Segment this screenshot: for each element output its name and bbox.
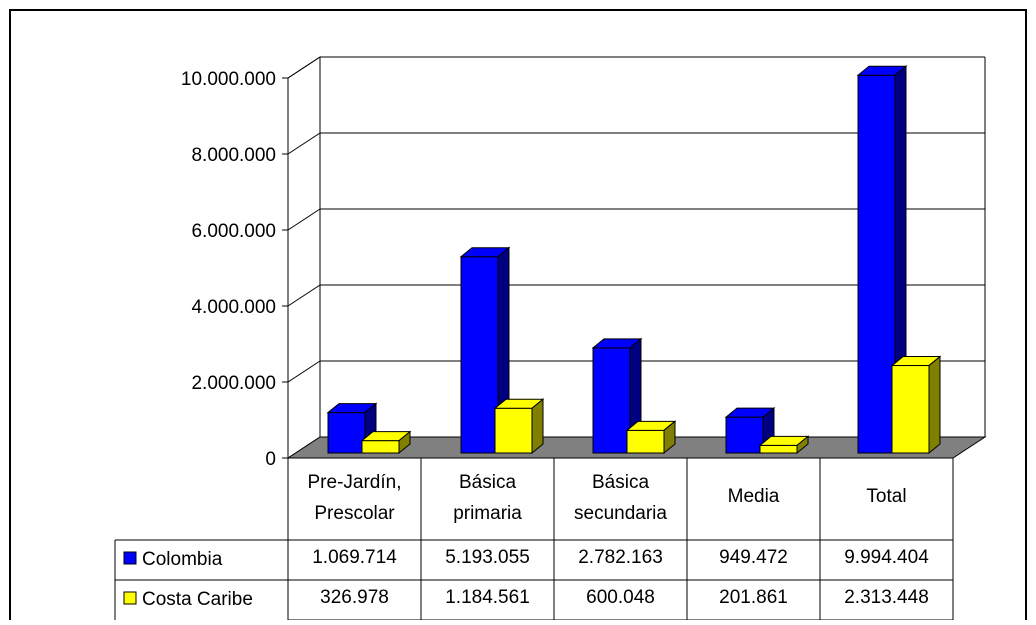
bar-front	[759, 444, 798, 454]
bar-front	[725, 416, 764, 454]
data-label: 5.193.055	[445, 547, 530, 568]
chart-border	[9, 9, 1027, 625]
category-label: Total	[866, 486, 906, 507]
category-label: Básica	[459, 472, 516, 493]
data-label: 326.978	[320, 587, 389, 608]
gridline-side	[287, 360, 321, 383]
legend-series-name: Colombia	[142, 549, 223, 570]
data-label: 2.313.448	[844, 587, 929, 608]
category-label: Media	[728, 486, 780, 507]
bar-front	[460, 256, 499, 454]
y-tick-label: 6.000.000	[191, 221, 276, 242]
category-label: primaria	[453, 503, 522, 524]
y-tick-label: 0	[265, 449, 276, 470]
legend-swatch	[123, 551, 137, 565]
bar-side	[531, 398, 544, 455]
bar-front	[891, 365, 930, 454]
bar-front	[361, 440, 400, 454]
category-label: Prescolar	[314, 503, 395, 524]
data-label: 1.069.714	[312, 547, 397, 568]
gridline-side	[287, 208, 321, 231]
y-tick-label: 2.000.000	[191, 373, 276, 394]
gridline-side	[287, 56, 321, 79]
left-wall	[287, 56, 321, 459]
y-tick-label: 8.000.000	[191, 145, 276, 166]
category-label: secundaria	[574, 503, 667, 524]
data-label: 1.184.561	[445, 587, 530, 608]
category-label: Básica	[592, 472, 649, 493]
data-label: 201.861	[719, 587, 788, 608]
y-tick-label: 4.000.000	[191, 297, 276, 318]
data-label: 9.994.404	[844, 547, 929, 568]
bar-front	[592, 347, 631, 454]
y-tick-label: 10.000.000	[181, 69, 276, 90]
bar-side	[663, 420, 676, 455]
bar-side	[928, 355, 941, 455]
bar-front	[857, 74, 896, 454]
category-label: Pre-Jardín,	[308, 472, 402, 493]
data-label: 949.472	[719, 547, 788, 568]
bar-front	[327, 412, 366, 454]
gridline-side	[287, 284, 321, 307]
legend-series-name: Costa Caribe	[142, 589, 253, 610]
data-label: 2.782.163	[578, 547, 663, 568]
bar-front	[494, 407, 533, 454]
legend-swatch	[123, 591, 137, 605]
data-label: 600.048	[586, 587, 655, 608]
bar-side	[398, 430, 411, 455]
gridline-side	[287, 132, 321, 155]
bar-side	[796, 435, 809, 455]
bar-front	[626, 429, 665, 454]
